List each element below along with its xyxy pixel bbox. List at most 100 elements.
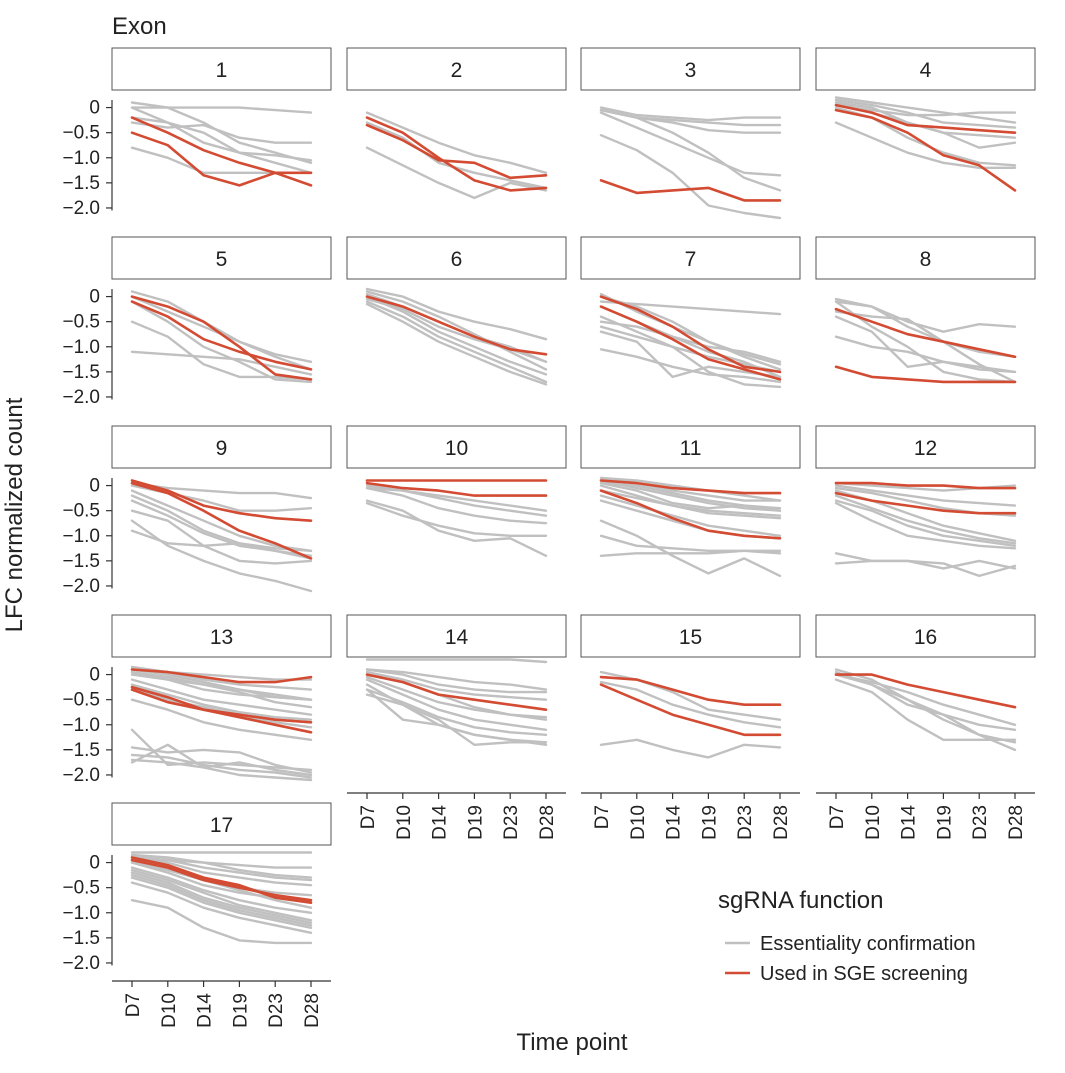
legend: sgRNA function Essentiality confirmation… [718,887,976,985]
series-line-essentiality [130,868,313,922]
y-axis-title: LFC normalized count [1,397,28,632]
series-line-essentiality [130,300,313,384]
y-tick-label: −2.0 [62,387,100,408]
strip-box [815,236,1036,280]
x-tick-label: D23 [735,805,756,840]
y-tick-label: −2.0 [62,576,100,597]
x-tick-label: D14 [195,993,216,1028]
series-line-sge-screening [130,668,313,684]
series-line-essentiality [365,484,548,517]
facet-title: Exon [112,13,167,40]
series-line-essentiality [834,673,1017,726]
y-tick-label: 0 [89,287,100,308]
panel-exon-17: 17 0 −0.5 −1.0 −1.5 −2.0 D7 D10 D14 D19 D23 D28 [62,802,332,1028]
series-line-essentiality [834,670,1017,752]
x-tick-label: D28 [537,805,558,840]
series-line-sge-screening [599,295,782,374]
series-line-essentiality [834,300,1017,358]
series-line-essentiality [599,481,782,510]
y-tick-label: −1.0 [62,148,100,169]
panel-exon-10: 10 [346,425,567,557]
strip-label: 16 [914,626,937,649]
series-line-essentiality [834,335,1017,374]
x-tick-label: D28 [771,805,792,840]
series-line-essentiality [365,300,548,384]
strip-label: 7 [685,248,697,271]
strip-box [580,425,801,469]
x-tick-label: D10 [863,805,884,840]
series-line-essentiality [365,688,548,736]
series-line-essentiality [599,108,782,192]
x-tick-label: D7 [358,805,379,829]
series-line-essentiality [834,96,1017,124]
series-line-essentiality [130,873,313,927]
series-line-essentiality [365,499,548,557]
x-tick-label: D19 [465,805,486,840]
x-tick-label: D19 [230,993,251,1028]
strip-box [580,47,801,91]
y-tick-label: −0.5 [62,878,100,899]
legend-label-sge-screening: Used in SGE screening [760,963,968,985]
x-tick-label: D7 [827,805,848,829]
series-line-essentiality [365,287,548,341]
series-line-essentiality [130,106,313,114]
strip-label: 8 [920,248,932,271]
strip-box [346,236,567,280]
series-line-essentiality [599,111,782,177]
series-line-essentiality [599,300,782,316]
series-line-essentiality [130,753,313,779]
series-line-essentiality [130,698,313,741]
series-line-essentiality [130,668,313,701]
series-line-essentiality [834,499,1017,547]
panel-exon-3: 3 [580,47,801,220]
series-line-sge-screening [834,108,1017,192]
series-line-essentiality [130,146,313,175]
panel-exon-11: 11 [580,425,801,578]
panel-exon-4: 4 [815,47,1036,192]
strip-box [580,614,801,658]
x-tick-label: D19 [699,805,720,840]
x-tick-label: D14 [664,805,685,840]
panel-exon-2: 2 [346,47,567,200]
series-line-essentiality [834,501,1017,550]
x-tick-label: D14 [899,805,920,840]
series-line-essentiality [365,146,548,200]
y-tick-label: −1.0 [62,715,100,736]
strip-label: 3 [685,59,697,82]
series-line-essentiality [130,871,313,924]
series-line-essentiality [130,678,313,716]
y-tick-label: −1.0 [62,903,100,924]
series-line-essentiality [365,658,548,664]
series-line-essentiality [130,519,313,593]
y-tick-label: −1.0 [62,337,100,358]
series-line-essentiality [834,494,1017,545]
series-line-sge-screening [599,479,782,495]
series-line-sge-screening [834,491,1017,515]
panel-exon-15: 15 D7 D10 D14 D19 D23 D28 [580,614,801,840]
panel-exon-9: 9 0 −0.5 −1.0 −1.5 −2.0 [62,425,332,597]
series-line-essentiality [834,300,1017,384]
y-tick-label: −1.0 [62,526,100,547]
x-tick-label: D23 [970,805,991,840]
series-line-essentiality [834,552,1017,578]
series-line-sge-screening [834,365,1017,384]
series-line-essentiality [365,111,548,175]
series-line-essentiality [834,678,1017,741]
panel-exon-14: 14 D7 D10 D14 D19 D23 D28 [346,614,567,840]
series-line-sge-screening [130,688,313,734]
series-line-essentiality [130,856,313,887]
series-line-sge-screening [130,856,313,905]
series-line-essentiality [130,509,313,565]
strip-label: 11 [680,437,702,460]
strip-label: 10 [445,437,468,460]
series-line-essentiality [365,486,548,525]
x-tick-label: D23 [266,993,287,1028]
series-line-sge-screening [834,103,1017,134]
series-line-essentiality [599,489,782,517]
strip-box [111,425,332,469]
series-line-essentiality [130,116,313,175]
strip-label: 15 [679,626,702,649]
series-line-essentiality [130,106,313,162]
series-line-essentiality [834,559,1017,570]
series-line-sge-screening [130,116,313,175]
